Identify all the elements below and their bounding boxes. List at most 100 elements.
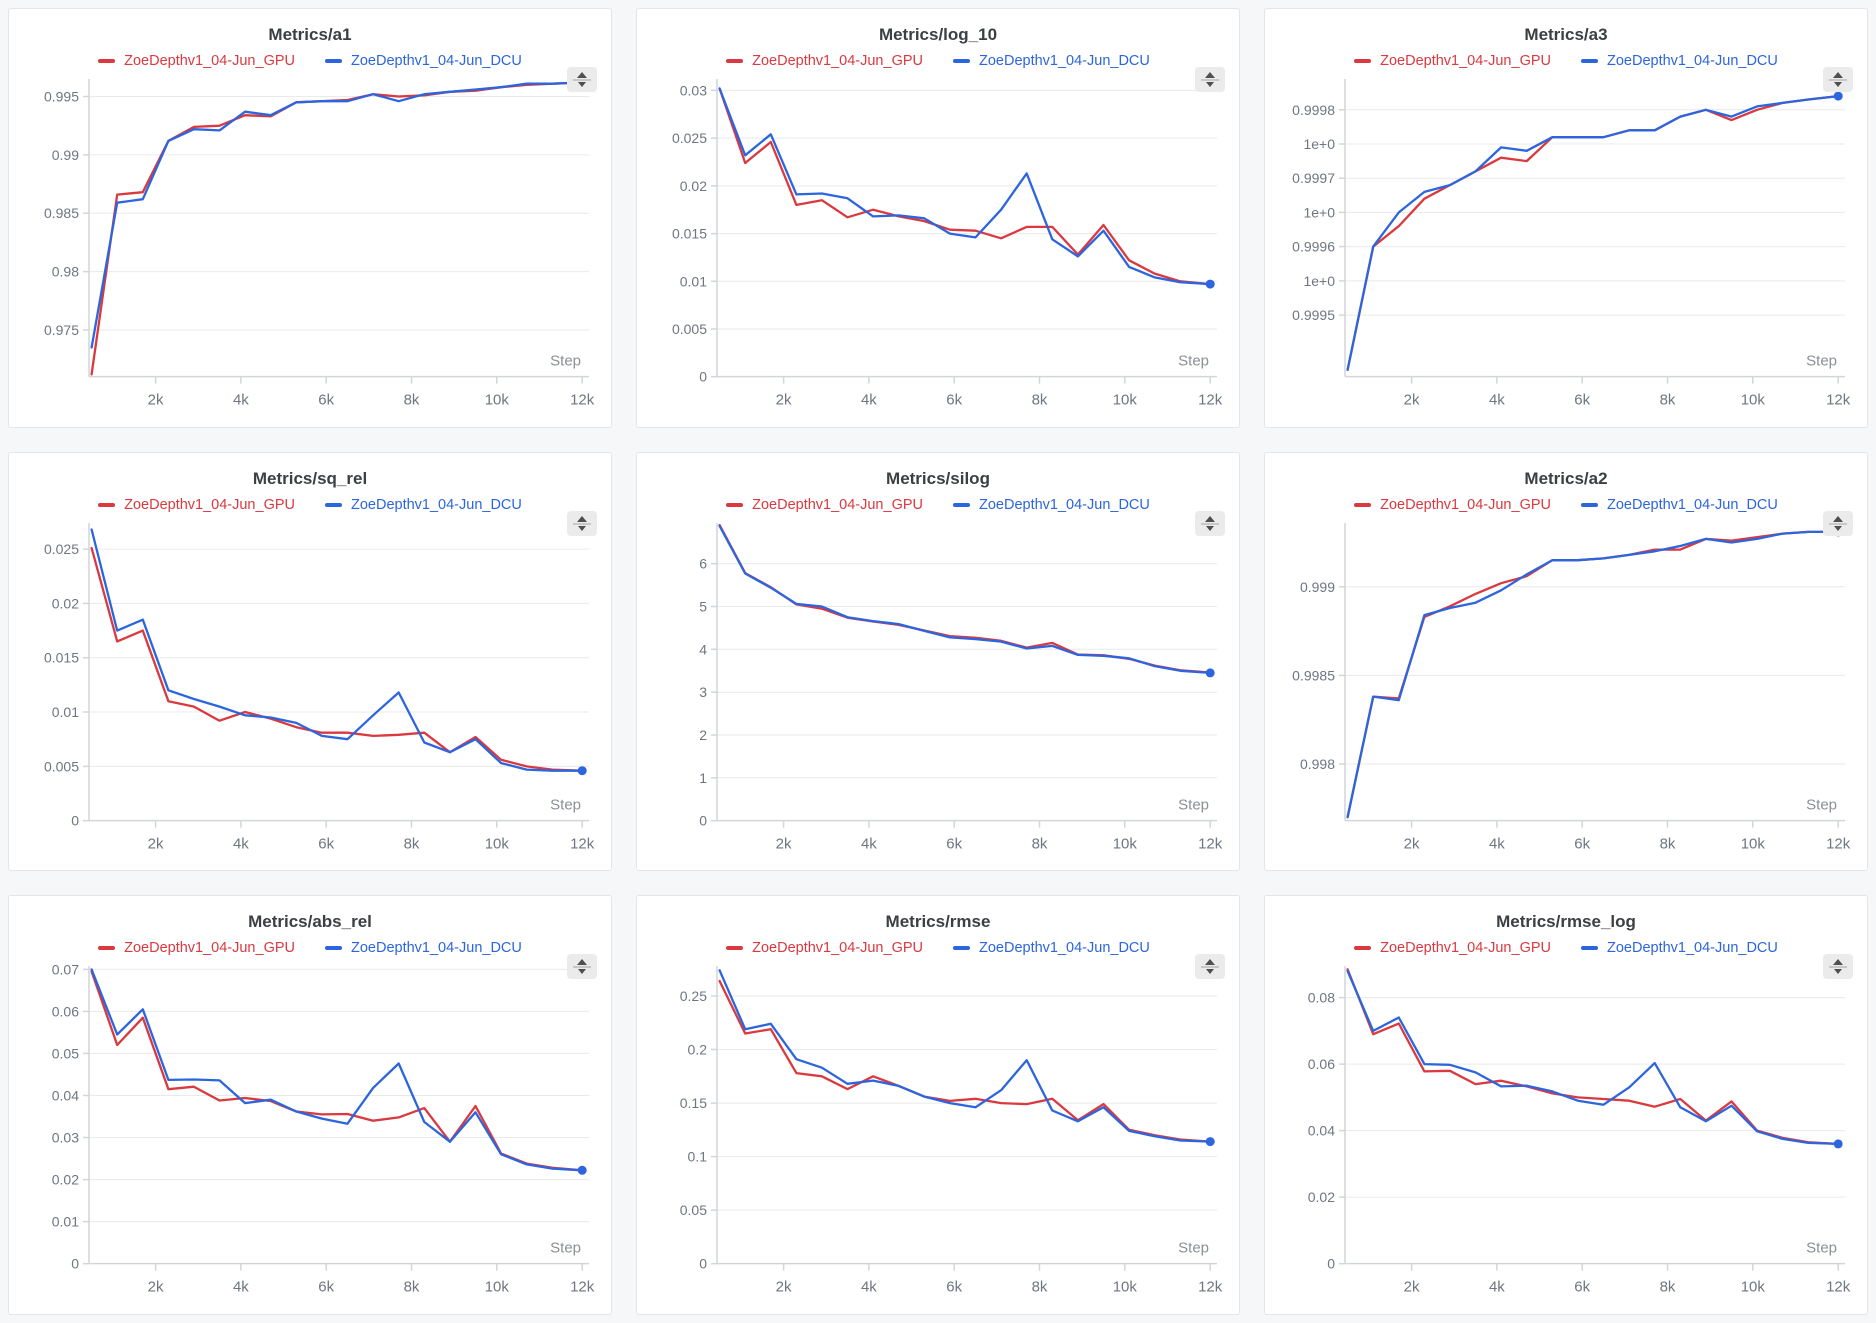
legend-item-dcu[interactable]: ZoeDepthv1_04-Jun_DCU <box>325 53 522 69</box>
legend-label-dcu: ZoeDepthv1_04-Jun_DCU <box>979 496 1150 513</box>
x-tick-label: 8k <box>1032 1279 1048 1296</box>
legend-item-dcu[interactable]: ZoeDepthv1_04-Jun_DCU <box>325 940 522 956</box>
panel-sorter-button[interactable] <box>567 954 597 980</box>
y-tick-label: 1e+0 <box>1303 204 1335 220</box>
panel-sorter-button[interactable] <box>1195 67 1225 92</box>
x-tick-label: 2k <box>148 1279 164 1296</box>
y-tick-label: 0.1 <box>688 1149 708 1165</box>
x-tick-label: 4k <box>1489 835 1505 852</box>
y-tick-label: 0.99 <box>52 147 79 163</box>
series-line-gpu <box>718 980 1212 1144</box>
chart-title: Metrics/rmse <box>885 912 991 932</box>
sort-down-icon <box>1206 969 1214 975</box>
chart-canvas: 0 0.01 0.02 0.03 0.04 0.05 0.06 0.07 2k 4k 6k 8k 10k… <box>52 962 595 1296</box>
y-tick-label: 0.005 <box>44 758 79 774</box>
y-tick-label: 0.25 <box>680 988 707 1004</box>
y-tick-label: 0.015 <box>44 649 79 665</box>
legend-label-gpu: ZoeDepthv1_04-Jun_GPU <box>752 496 923 513</box>
panel-sorter-button[interactable] <box>1823 954 1853 980</box>
y-tick-label: 0.9985 <box>1292 667 1335 683</box>
legend-item-dcu[interactable]: ZoeDepthv1_04-Jun_DCU <box>325 497 522 513</box>
legend-label-gpu: ZoeDepthv1_04-Jun_GPU <box>124 496 295 513</box>
sorter-divider <box>1829 522 1847 525</box>
x-tick-label: 2k <box>1404 1279 1420 1296</box>
legend-item-dcu[interactable]: ZoeDepthv1_04-Jun_DCU <box>953 940 1150 956</box>
x-tick-label: 6k <box>1574 1279 1590 1296</box>
y-tick-label: 0.02 <box>52 1172 79 1188</box>
chart-title: Metrics/abs_rel <box>248 912 372 932</box>
legend-item-gpu[interactable]: ZoeDepthv1_04-Jun_GPU <box>98 940 295 956</box>
legend-marker-gpu-icon <box>726 502 744 507</box>
legend-marker-gpu-icon <box>1354 946 1372 951</box>
series-line-dcu <box>90 528 584 772</box>
panel-sorter-button[interactable] <box>1823 510 1853 536</box>
chart-legend: ZoeDepthv1_04-Jun_GPU ZoeDepthv1_04-Jun_… <box>637 53 1239 69</box>
legend-marker-gpu-icon <box>726 59 744 63</box>
legend-item-dcu[interactable]: ZoeDepthv1_04-Jun_DCU <box>1581 53 1778 69</box>
y-tick-label: 1 <box>699 769 707 785</box>
legend-label-gpu: ZoeDepthv1_04-Jun_GPU <box>124 53 295 69</box>
y-tick-label: 0 <box>699 812 707 828</box>
y-tick-label: 0.03 <box>52 1130 79 1146</box>
y-tick-label: 0.03 <box>680 82 707 98</box>
sort-up-icon <box>577 959 587 966</box>
legend-item-gpu[interactable]: ZoeDepthv1_04-Jun_GPU <box>726 53 923 69</box>
legend-item-dcu[interactable]: ZoeDepthv1_04-Jun_DCU <box>953 53 1150 69</box>
panel-sorter-button[interactable] <box>1195 954 1225 980</box>
legend-item-gpu[interactable]: ZoeDepthv1_04-Jun_GPU <box>98 497 295 513</box>
x-tick-label: 10k <box>1741 835 1766 852</box>
sort-up-icon <box>1205 72 1215 78</box>
y-tick-label: 0 <box>71 1256 79 1272</box>
x-axis-label: Step <box>550 1240 581 1257</box>
series-line-dcu <box>1346 530 1840 818</box>
sort-up-icon <box>577 515 587 522</box>
sort-down-icon <box>578 82 586 87</box>
panel-sorter-button[interactable] <box>567 67 597 92</box>
legend-item-gpu[interactable]: ZoeDepthv1_04-Jun_GPU <box>1354 53 1551 69</box>
x-tick-label: 10k <box>485 1279 510 1296</box>
chart-legend: ZoeDepthv1_04-Jun_GPU ZoeDepthv1_04-Jun_… <box>9 497 611 513</box>
panel-sorter-button[interactable] <box>567 510 597 536</box>
legend-item-dcu[interactable]: ZoeDepthv1_04-Jun_DCU <box>1581 497 1778 513</box>
legend-item-gpu[interactable]: ZoeDepthv1_04-Jun_GPU <box>1354 940 1551 956</box>
y-tick-label: 0.02 <box>1308 1189 1335 1205</box>
series-line-gpu <box>90 546 584 772</box>
legend-item-gpu[interactable]: ZoeDepthv1_04-Jun_GPU <box>1354 497 1551 513</box>
x-tick-label: 12k <box>570 835 595 852</box>
chart-canvas: 0.9995 1e+0 0.9996 1e+0 0.9997 1e+0 0.9998 2k 4k… <box>1292 79 1851 409</box>
legend-item-gpu[interactable]: ZoeDepthv1_04-Jun_GPU <box>98 53 295 69</box>
series-line-dcu <box>90 81 584 349</box>
sort-down-icon <box>578 969 586 975</box>
y-tick-label: 0.06 <box>52 1004 79 1020</box>
legend-marker-gpu-icon <box>1354 59 1372 63</box>
chart-title: Metrics/a1 <box>268 25 352 44</box>
x-tick-label: 12k <box>1826 1279 1851 1296</box>
legend-label-dcu: ZoeDepthv1_04-Jun_DCU <box>351 496 522 513</box>
x-tick-label: 2k <box>148 835 164 852</box>
chart-legend: ZoeDepthv1_04-Jun_GPU ZoeDepthv1_04-Jun_… <box>637 940 1239 956</box>
x-axis-label: Step <box>1178 796 1209 813</box>
metric-panel-a1: Metrics/a1 ZoeDepthv1_04-Jun_GPU ZoeDept… <box>8 8 612 428</box>
x-axis-label: Step <box>550 353 581 370</box>
y-tick-label: 0 <box>699 1256 707 1272</box>
chart-title: Metrics/log_10 <box>878 25 998 44</box>
legend-item-gpu[interactable]: ZoeDepthv1_04-Jun_GPU <box>726 940 923 956</box>
x-tick-label: 6k <box>946 835 962 852</box>
x-tick-label: 2k <box>776 392 792 409</box>
legend-item-gpu[interactable]: ZoeDepthv1_04-Jun_GPU <box>726 497 923 513</box>
panel-sorter-button[interactable] <box>1823 67 1853 92</box>
metric-panel-sq_rel: Metrics/sq_rel ZoeDepthv1_04-Jun_GPU Zoe… <box>8 451 612 872</box>
x-tick-label: 6k <box>318 835 334 852</box>
y-tick-label: 0 <box>699 369 707 385</box>
sorter-divider <box>573 522 591 525</box>
legend-label-dcu: ZoeDepthv1_04-Jun_DCU <box>1607 496 1778 513</box>
metric-panel-a3: Metrics/a3 ZoeDepthv1_04-Jun_GPU ZoeDept… <box>1264 8 1868 428</box>
chart-title: Metrics/sq_rel <box>252 468 368 488</box>
legend-item-dcu[interactable]: ZoeDepthv1_04-Jun_DCU <box>1581 940 1778 956</box>
legend-item-dcu[interactable]: ZoeDepthv1_04-Jun_DCU <box>953 497 1150 513</box>
x-tick-label: 4k <box>861 1279 877 1296</box>
panel-sorter-button[interactable] <box>1195 510 1225 536</box>
sort-up-icon <box>1833 515 1843 522</box>
chart-canvas: 0 1 2 3 4 5 6 2k 4k 6k 8k 10k 12k Step <box>699 522 1223 852</box>
x-axis-label: Step <box>1806 1240 1837 1257</box>
